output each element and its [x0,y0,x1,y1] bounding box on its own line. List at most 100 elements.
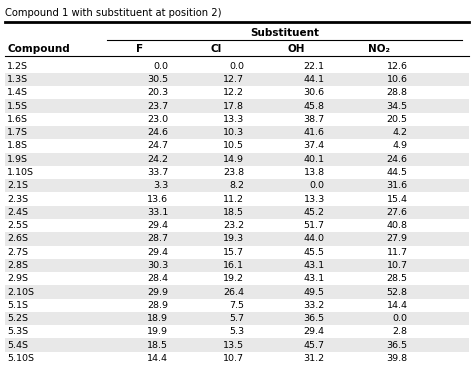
Text: 17.8: 17.8 [223,102,244,111]
Text: 20.3: 20.3 [147,88,168,97]
Bar [5,259,469,272]
Text: 51.7: 51.7 [304,221,325,230]
Text: 33.1: 33.1 [147,208,168,217]
Text: 26.4: 26.4 [223,287,244,297]
Text: 18.5: 18.5 [223,208,244,217]
Text: 5.7: 5.7 [229,314,244,323]
Text: 23.0: 23.0 [147,115,168,124]
Text: 36.5: 36.5 [303,314,325,323]
Text: 4.9: 4.9 [392,141,408,151]
Text: 52.8: 52.8 [387,287,408,297]
Text: 24.6: 24.6 [147,128,168,137]
Text: 18.9: 18.9 [147,314,168,323]
Text: 13.8: 13.8 [303,168,325,177]
Text: 1.4S: 1.4S [7,88,28,97]
Bar [5,73,469,86]
Text: 2.8: 2.8 [392,328,408,336]
Text: 24.6: 24.6 [387,155,408,164]
Text: 20.5: 20.5 [387,115,408,124]
Text: 43.1: 43.1 [303,261,325,270]
Text: 30.6: 30.6 [303,88,325,97]
Text: 19.9: 19.9 [147,328,168,336]
Text: Compound: Compound [7,43,70,54]
Text: 31.6: 31.6 [386,181,408,190]
Text: 45.8: 45.8 [304,102,325,111]
Text: 28.8: 28.8 [387,88,408,97]
Text: NO₂: NO₂ [368,43,390,54]
Text: 40.1: 40.1 [304,155,325,164]
Text: 19.2: 19.2 [223,274,244,283]
Text: 5.4S: 5.4S [7,341,28,350]
Text: 19.3: 19.3 [223,234,244,243]
Text: 2.9S: 2.9S [7,274,28,283]
Bar [5,153,469,166]
Text: 23.2: 23.2 [223,221,244,230]
Text: 5.3S: 5.3S [7,328,28,336]
Text: 1.8S: 1.8S [7,141,28,151]
Text: 29.4: 29.4 [304,328,325,336]
Text: 13.6: 13.6 [147,195,168,204]
Text: 0.0: 0.0 [310,181,325,190]
Bar [5,179,469,192]
Text: 29.4: 29.4 [147,221,168,230]
Bar [5,99,469,113]
Text: 44.1: 44.1 [304,75,325,84]
Text: 11.2: 11.2 [223,195,244,204]
Text: 14.9: 14.9 [223,155,244,164]
Bar [5,206,469,219]
Text: 1.6S: 1.6S [7,115,28,124]
Text: 5.3: 5.3 [229,328,244,336]
Text: 16.1: 16.1 [223,261,244,270]
Text: 0.0: 0.0 [153,62,168,71]
Text: 23.8: 23.8 [223,168,244,177]
Text: 36.5: 36.5 [386,341,408,350]
Text: 8.2: 8.2 [229,181,244,190]
Text: 30.5: 30.5 [147,75,168,84]
Text: 10.5: 10.5 [223,141,244,151]
Text: 24.2: 24.2 [147,155,168,164]
Text: 18.5: 18.5 [147,341,168,350]
Text: 13.3: 13.3 [303,195,325,204]
Text: 23.7: 23.7 [147,102,168,111]
Text: 14.4: 14.4 [147,354,168,363]
Bar [5,285,469,299]
Text: 43.1: 43.1 [303,274,325,283]
Text: 10.3: 10.3 [223,128,244,137]
Text: 44.5: 44.5 [387,168,408,177]
Text: 45.7: 45.7 [304,341,325,350]
Text: 12.2: 12.2 [223,88,244,97]
Text: 2.1S: 2.1S [7,181,28,190]
Text: F: F [136,43,144,54]
Text: 27.9: 27.9 [387,234,408,243]
Text: 12.7: 12.7 [223,75,244,84]
Text: 2.10S: 2.10S [7,287,34,297]
Text: 28.7: 28.7 [147,234,168,243]
Text: 1.3S: 1.3S [7,75,28,84]
Text: 13.5: 13.5 [223,341,244,350]
Text: 49.5: 49.5 [304,287,325,297]
Text: 1.2S: 1.2S [7,62,28,71]
Text: 1.7S: 1.7S [7,128,28,137]
Text: 10.6: 10.6 [387,75,408,84]
Text: 41.6: 41.6 [304,128,325,137]
Text: 4.2: 4.2 [392,128,408,137]
Text: 45.5: 45.5 [304,248,325,256]
Text: 30.3: 30.3 [147,261,168,270]
Text: 33.2: 33.2 [303,301,325,310]
Text: 29.9: 29.9 [147,287,168,297]
Text: 2.3S: 2.3S [7,195,28,204]
Text: 3.3: 3.3 [153,181,168,190]
Text: 15.7: 15.7 [223,248,244,256]
Text: 27.6: 27.6 [387,208,408,217]
Text: 1.5S: 1.5S [7,102,28,111]
Text: 45.2: 45.2 [304,208,325,217]
Text: 11.7: 11.7 [387,248,408,256]
Text: 0.0: 0.0 [229,62,244,71]
Text: 15.4: 15.4 [387,195,408,204]
Text: 28.9: 28.9 [147,301,168,310]
Text: Substituent: Substituent [250,28,319,38]
Text: OH: OH [288,43,305,54]
Text: 2.7S: 2.7S [7,248,28,256]
Text: 34.5: 34.5 [386,102,408,111]
Bar [5,339,469,352]
